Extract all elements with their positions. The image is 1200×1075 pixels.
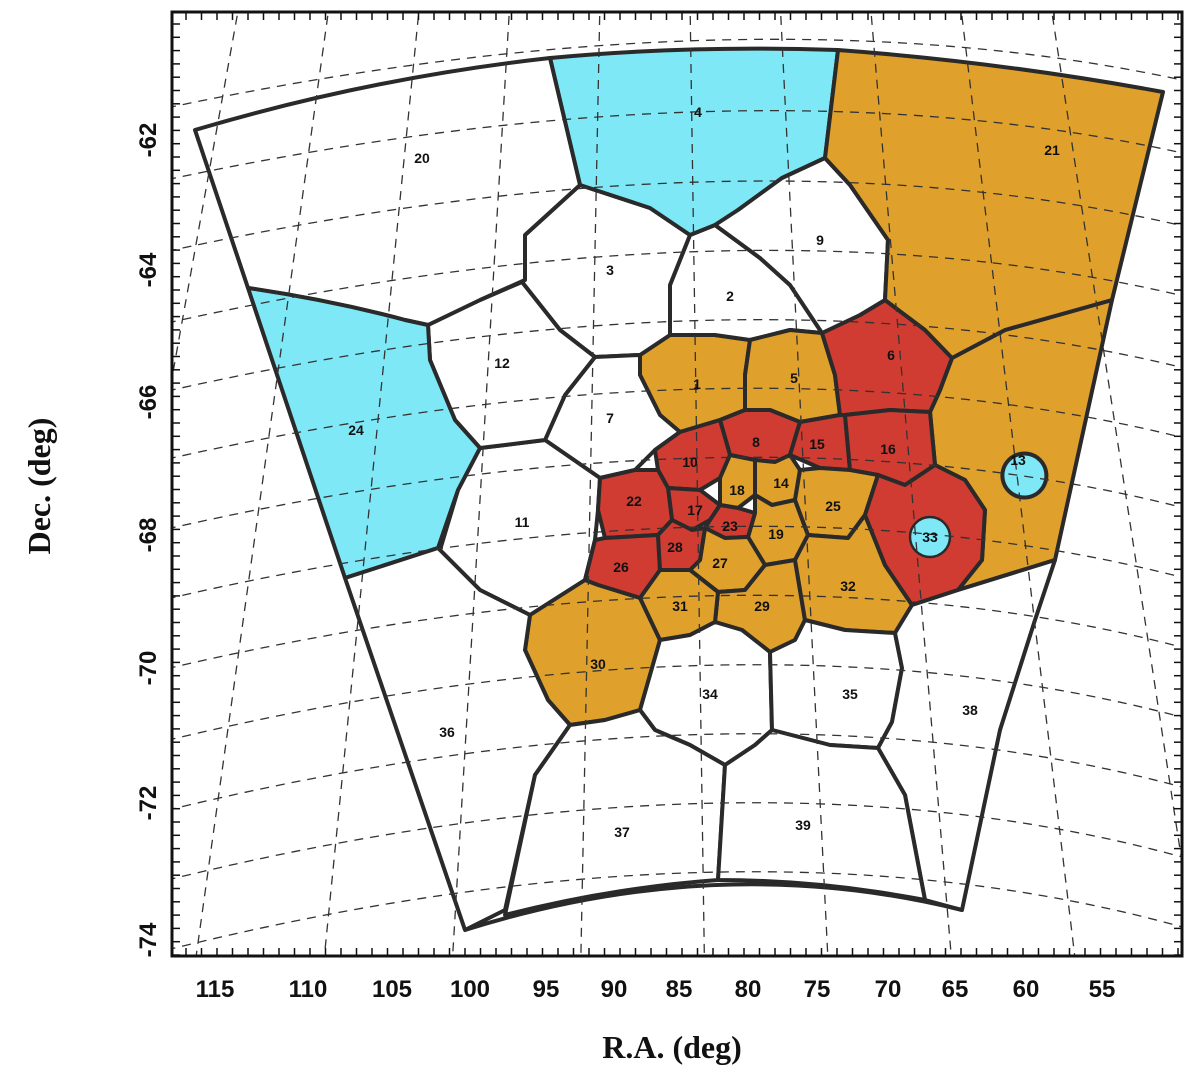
y-tick-label: -66: [135, 385, 162, 420]
field-label-11: 11: [515, 514, 530, 530]
ra-grid-line: [870, 12, 952, 956]
field-label-10: 10: [682, 454, 698, 470]
field-label-26: 26: [613, 559, 629, 575]
dec-grid-line: [172, 249, 1182, 323]
field-label-18: 18: [729, 482, 745, 498]
x-tick-label: 115: [196, 976, 235, 1003]
dec-grid-line: [172, 110, 1182, 180]
field-label-14: 14: [773, 475, 789, 491]
y-tick-label: -62: [135, 123, 162, 158]
field-label-16: 16: [880, 441, 896, 457]
field-label-5: 5: [790, 370, 798, 386]
field-label-28: 28: [667, 539, 683, 555]
x-axis-title: R.A. (deg): [602, 1029, 742, 1065]
x-tick-label: 90: [601, 976, 628, 1003]
dec-grid-line: [172, 319, 1182, 391]
field-cell-21: [823, 48, 1165, 360]
y-tick-label: -74: [135, 922, 162, 957]
x-tick-label: 60: [1013, 976, 1040, 1003]
y-tick-label: -64: [135, 252, 162, 287]
dec-grid-line: [172, 802, 1182, 880]
field-label-20: 20: [414, 150, 430, 166]
field-label-31: 31: [672, 598, 688, 614]
field-label-2: 2: [726, 288, 734, 304]
field-label-34: 34: [702, 686, 718, 702]
field-label-32: 32: [840, 578, 856, 594]
dec-grid-line: [172, 525, 1182, 599]
ra-grid-line: [120, 0, 150, 200]
x-tick-labels: 115 110 105 100 95 90 85 80 75 70 65 60 …: [196, 976, 1116, 1003]
x-tick-label: 110: [289, 976, 328, 1003]
field-label-39: 39: [795, 817, 811, 833]
field-cells: [193, 46, 1165, 932]
x-tick-label: 80: [735, 976, 762, 1003]
dec-grid-line: [172, 456, 1182, 529]
dec-grid-line: [172, 733, 1182, 810]
dec-grid-line: [172, 594, 1182, 669]
field-label-27: 27: [712, 555, 728, 571]
ra-grid-line: [580, 12, 601, 956]
x-tick-label: 100: [450, 976, 490, 1003]
x-tick-label: 75: [804, 976, 831, 1003]
coordinate-grid: [120, 0, 1182, 956]
axis-ticks: [172, 12, 1182, 956]
field-label-22: 22: [626, 493, 642, 509]
field-marker-33: [908, 515, 952, 559]
field-cell-24: [246, 286, 482, 580]
field-cell-37: [503, 708, 727, 917]
x-tick-label: 85: [666, 976, 693, 1003]
field-label-4: 4: [694, 104, 702, 120]
dec-grid-line: [172, 664, 1182, 740]
x-tick-label: 55: [1089, 976, 1116, 1003]
plot-frame: [170, 10, 1184, 958]
dec-grid-line: [172, 871, 1182, 950]
ra-grid-line: [323, 12, 420, 956]
field-label-23: 23: [722, 518, 738, 534]
field-label-1: 1: [693, 376, 701, 392]
y-tick-labels: -62 -64 -66 -68 -70 -72 -74: [135, 123, 162, 958]
ra-grid-line: [1051, 12, 1182, 867]
x-tick-label: 70: [875, 976, 902, 1003]
field-label-37: 37: [614, 824, 630, 840]
field-label-19: 19: [768, 526, 784, 542]
field-cell-9: [713, 156, 890, 335]
field-label-38: 38: [962, 702, 978, 718]
field-label-13: 13: [1010, 452, 1026, 468]
field-label-24: 24: [348, 422, 364, 438]
field-label-15: 15: [809, 436, 825, 452]
field-label-9: 9: [816, 232, 824, 248]
field-label-35: 35: [842, 686, 858, 702]
field-label-21: 21: [1044, 142, 1060, 158]
field-label-12: 12: [494, 355, 510, 371]
y-tick-label: -70: [135, 651, 162, 686]
field-cell-36: [343, 546, 572, 932]
survey-bottom-edge: [464, 882, 963, 932]
field-label-6: 6: [887, 347, 895, 363]
field-label-25: 25: [825, 498, 841, 514]
ra-grid-line: [195, 12, 329, 956]
field-label-8: 8: [752, 434, 760, 450]
x-tick-label: 95: [533, 976, 560, 1003]
y-tick-label: -72: [135, 786, 162, 821]
dec-grid-line: [172, 38, 1182, 108]
field-label-29: 29: [754, 598, 770, 614]
field-label-17: 17: [687, 502, 703, 518]
ra-grid-line: [689, 12, 705, 956]
x-tick-label: 65: [942, 976, 969, 1003]
y-tick-label: -68: [135, 518, 162, 553]
field-label-36: 36: [439, 724, 455, 740]
x-tick-label: 105: [372, 976, 412, 1003]
dec-grid-line: [172, 387, 1182, 459]
field-label-7: 7: [606, 410, 614, 426]
field-label-3: 3: [606, 262, 614, 278]
ra-grid-line: [960, 12, 1076, 956]
ra-grid-line: [779, 12, 829, 956]
field-label-30: 30: [590, 656, 606, 672]
y-axis-title: Dec. (deg): [21, 418, 57, 555]
ra-grid-line: [451, 12, 510, 956]
field-label-33: 33: [922, 529, 938, 545]
